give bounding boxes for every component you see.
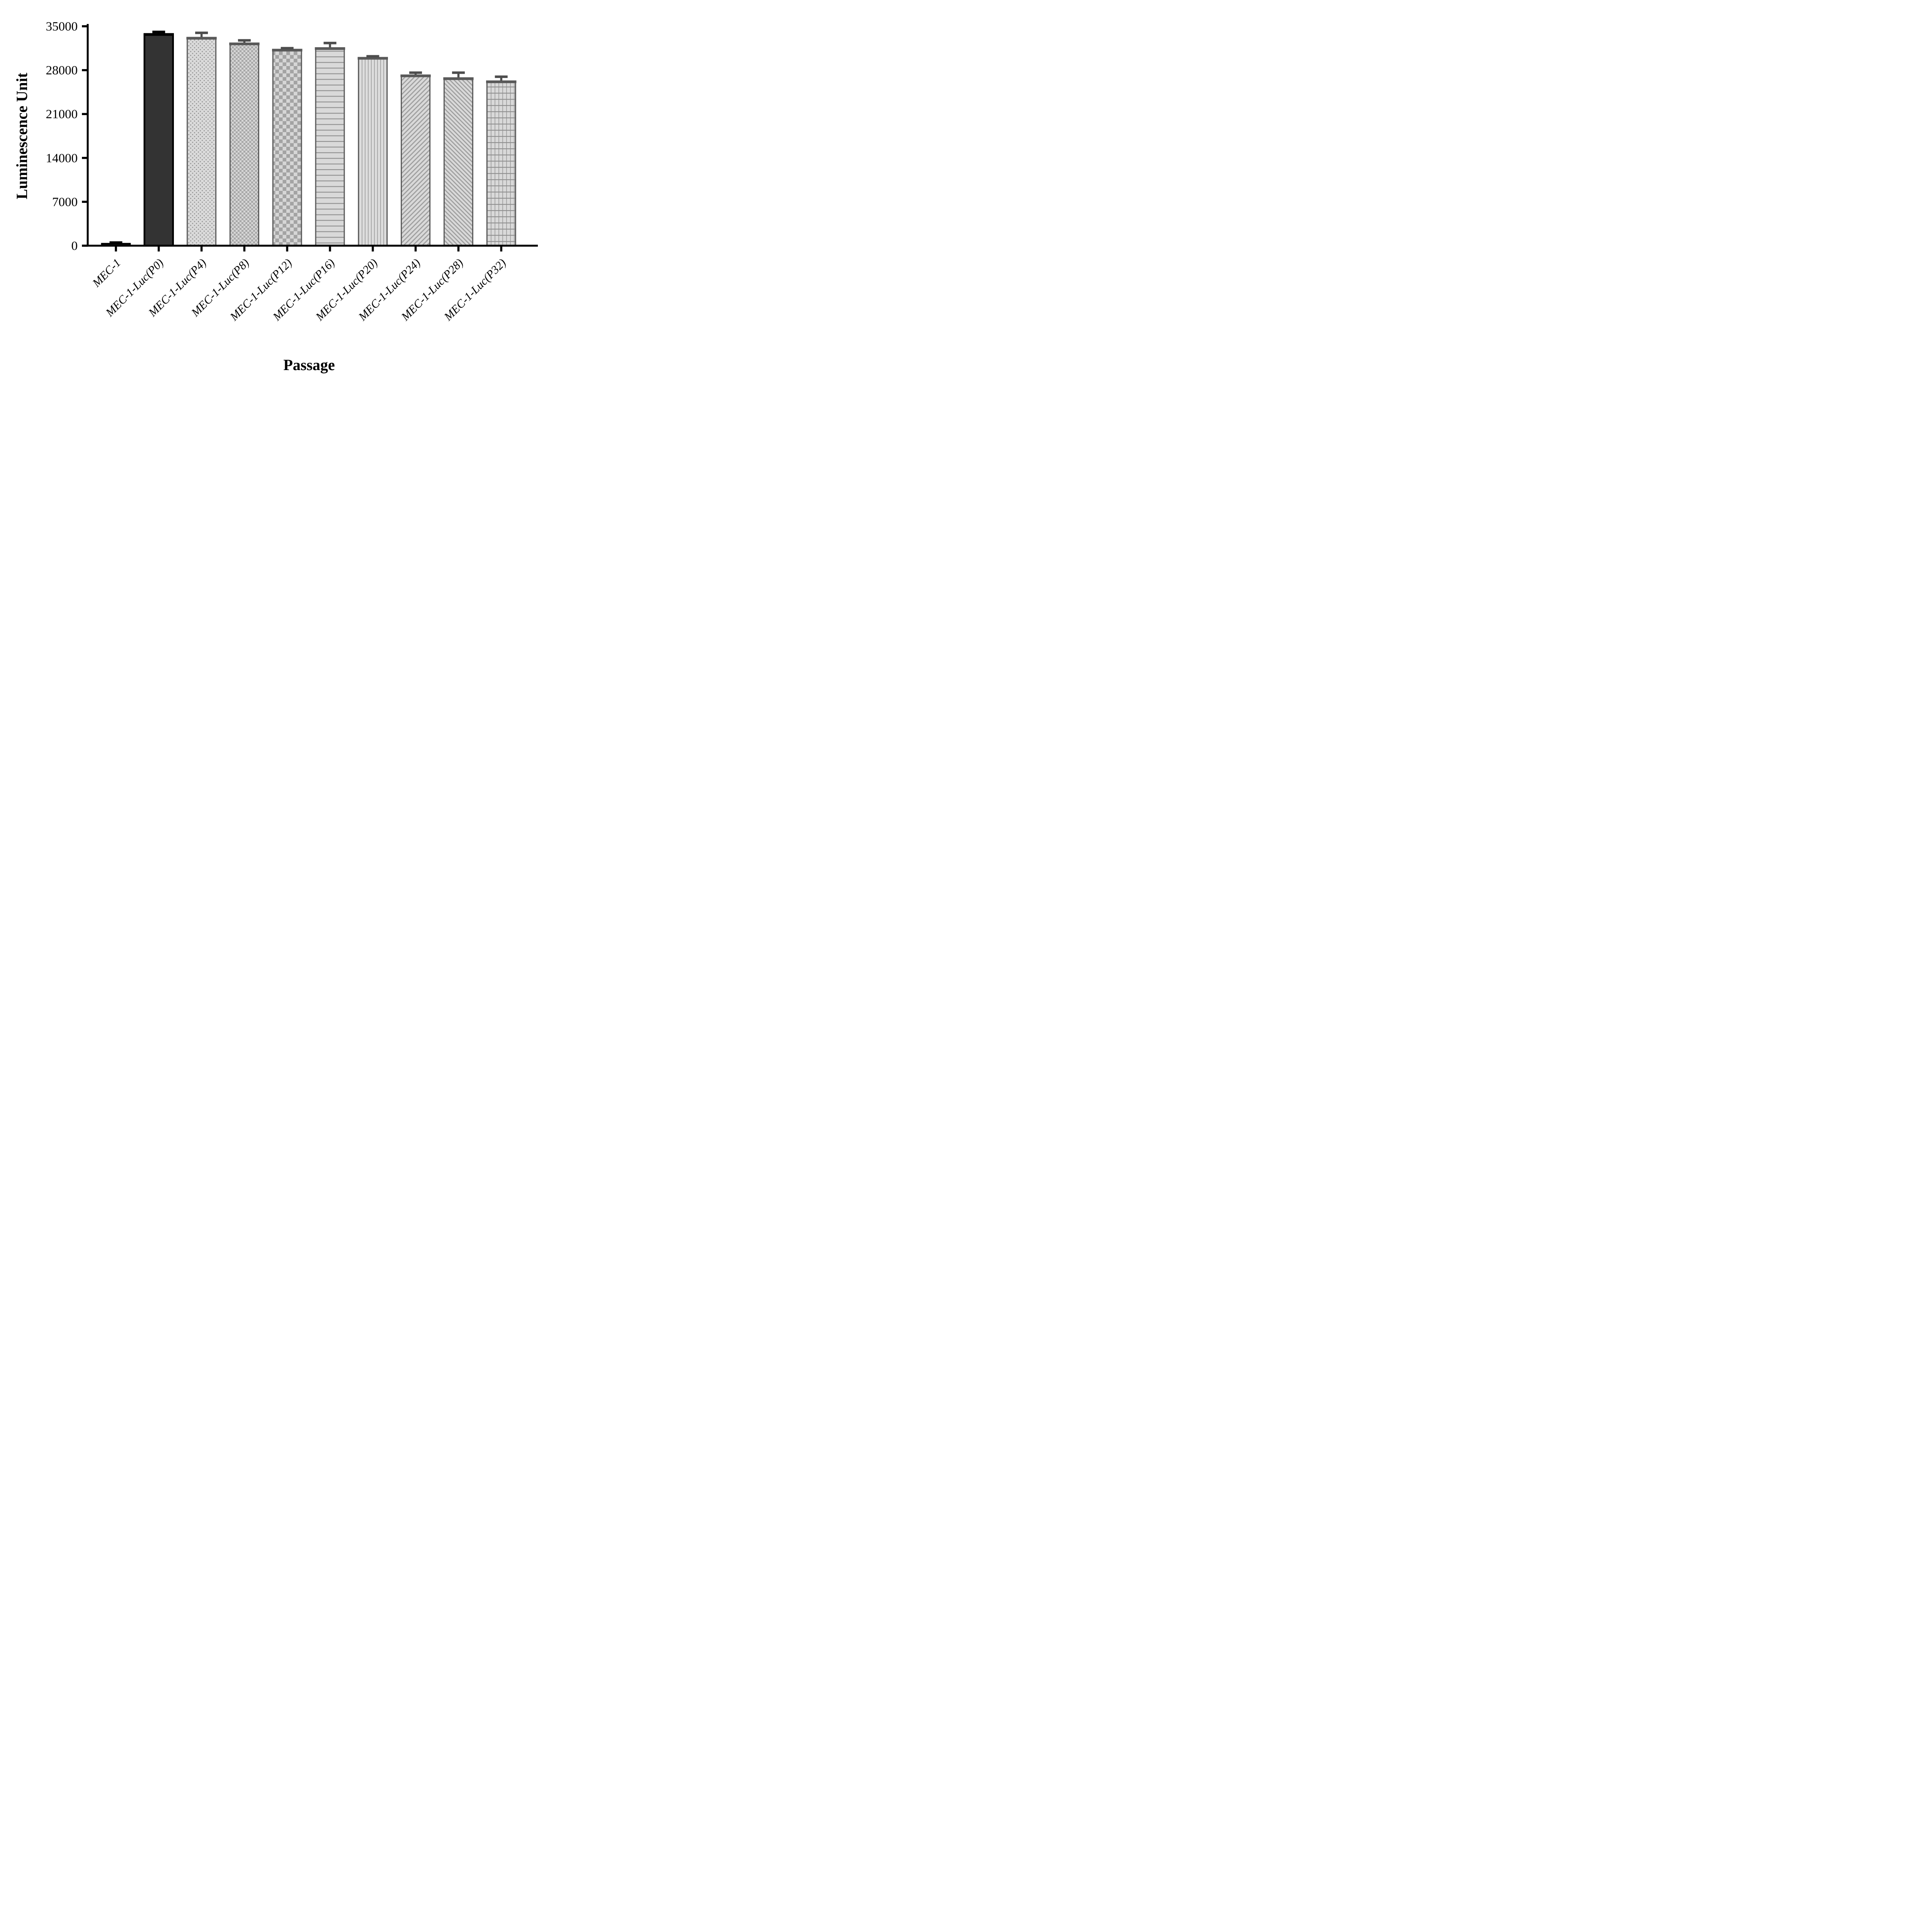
x-category-label: MEC-1	[90, 257, 123, 290]
x-axis-title: Passage	[283, 356, 335, 374]
y-axis-title: Luminescence Unit	[13, 72, 31, 199]
y-tick-label: 28000	[46, 64, 78, 78]
bar	[229, 43, 259, 246]
bar	[401, 75, 431, 246]
bar	[187, 37, 217, 246]
bar-top-edge	[229, 42, 260, 46]
bar-top-edge	[443, 77, 474, 80]
bar	[272, 49, 302, 246]
error-bars-group	[109, 31, 508, 244]
y-tick-label: 21000	[46, 107, 78, 121]
bar-top-edge	[400, 74, 431, 77]
bar-chart-figure: 0 7000 14000 21000 28000 35000 MEC-1 MEC-1-Luc(…	[0, 0, 550, 385]
bar-top-edge	[143, 33, 174, 36]
y-tick-label: 7000	[52, 195, 78, 209]
bar	[486, 81, 516, 246]
bar	[315, 48, 345, 246]
bar-top-edge	[486, 80, 517, 83]
axes-group	[82, 24, 538, 251]
bar-top-edge	[357, 57, 388, 60]
y-tick-label: 0	[71, 239, 78, 253]
bar-chart-canvas: 0700014000210002800035000MEC-1MEC-1-Luc(…	[13, 20, 538, 374]
bar-top-edge	[186, 37, 217, 40]
bar-top-edge	[315, 47, 345, 50]
bars-group	[101, 33, 517, 247]
bar	[443, 78, 473, 246]
y-tick-label: 35000	[46, 20, 78, 34]
y-tick-label: 14000	[46, 151, 78, 165]
bar	[143, 33, 174, 247]
bar	[358, 58, 388, 246]
bar-top-edge	[272, 49, 303, 52]
